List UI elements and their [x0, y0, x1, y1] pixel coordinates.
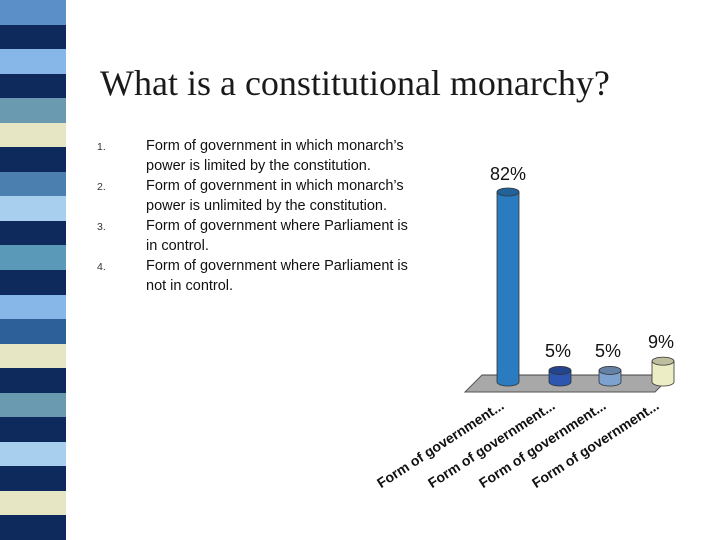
answer-option-1: 1. Form of government in which monarch’s… [92, 136, 422, 176]
option-number: 3. [97, 221, 106, 233]
bar-top [598, 366, 622, 375]
bar-value-label: 5% [595, 341, 621, 361]
sidebar-stripe [0, 122, 66, 148]
answer-option-2: 2. Form of government in which monarch’s… [92, 176, 422, 216]
sidebar-stripe [0, 515, 66, 540]
sidebar-stripe [0, 24, 66, 50]
option-text: Form of government in which monarch’s po… [146, 138, 404, 174]
bar-top [548, 366, 572, 375]
sidebar-stripe [0, 0, 66, 26]
option-number: 2. [97, 181, 106, 193]
sidebar-stripe [0, 392, 66, 418]
sidebar-stripe [0, 98, 66, 124]
answer-option-3: 3. Form of government where Parliament i… [92, 216, 422, 256]
sidebar-stripe [0, 466, 66, 492]
sidebar-stripe [0, 220, 66, 246]
sidebar-stripe [0, 171, 66, 197]
option-text: Form of government in which monarch’s po… [146, 178, 404, 214]
bar [598, 370, 622, 387]
option-number: 1. [97, 141, 106, 153]
option-number: 4. [97, 261, 106, 273]
bar [496, 191, 520, 387]
sidebar-stripe [0, 319, 66, 345]
bar-value-label: 82% [490, 164, 526, 184]
bar [548, 370, 572, 387]
option-text: Form of government where Parliament is n… [146, 258, 408, 294]
sidebar-stripe [0, 294, 66, 320]
sidebar-stripe [0, 490, 66, 516]
sidebar-stripe [0, 49, 66, 75]
bar-value-label: 9% [648, 332, 674, 352]
sidebar-stripes [0, 0, 66, 540]
bar-top [496, 187, 520, 197]
sidebar-stripe [0, 245, 66, 271]
slide-title: What is a constitutional monarchy? [100, 63, 610, 103]
sidebar-stripe [0, 368, 66, 394]
sidebar-stripe [0, 417, 66, 443]
bar-value-label: 5% [545, 341, 571, 361]
answer-option-4: 4. Form of government where Parliament i… [92, 256, 422, 296]
bar-top [651, 356, 675, 366]
sidebar-stripe [0, 73, 66, 99]
bar [651, 360, 675, 387]
option-text: Form of government where Parliament is i… [146, 218, 408, 254]
answer-options: 1. Form of government in which monarch’s… [92, 136, 422, 296]
sidebar-stripe [0, 270, 66, 296]
sidebar-stripe [0, 441, 66, 467]
sidebar-stripe [0, 196, 66, 222]
sidebar-stripe [0, 147, 66, 173]
sidebar-stripe [0, 343, 66, 369]
